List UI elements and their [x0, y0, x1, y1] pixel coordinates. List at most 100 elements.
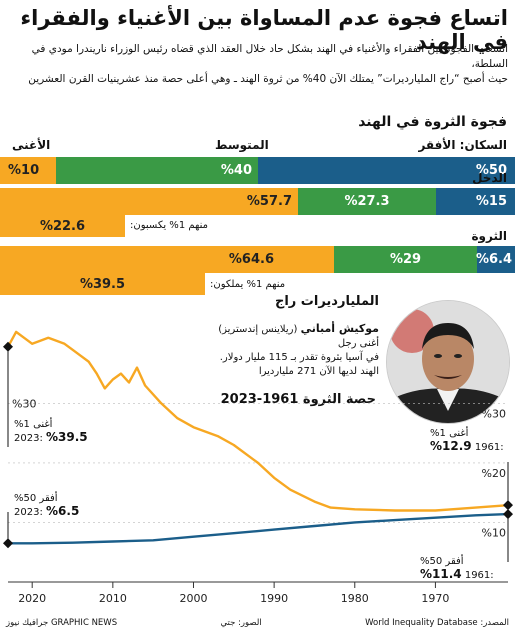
- annotation-top1-2023-label: أغنى 1%: [14, 419, 53, 430]
- person-desc-1: (ريلاينس إندستريز) أغنى رجل: [218, 324, 379, 349]
- label-poorest: السكان: الأفقر: [418, 138, 507, 152]
- series-0-point-26: [55, 340, 58, 342]
- annotation-top1-1961: أغنى 1% %12.9 1961:: [430, 427, 504, 454]
- series-0-point-5: [329, 506, 332, 509]
- annotation-bottom50-2023-value-line: 2023: %6.5: [14, 505, 79, 519]
- series-0-point-19: [112, 378, 114, 381]
- x-tick-label-2: 2000: [179, 592, 207, 605]
- series-1-point-10: [112, 540, 114, 543]
- series-0-point-3: [394, 509, 396, 512]
- series-1-point-4: [353, 521, 356, 524]
- wealth-top1-note: منهم 1% يملكون:: [210, 279, 286, 290]
- series-0-point-21: [95, 372, 98, 375]
- population-middle-segment: %40: [56, 157, 258, 184]
- annotation-bottom50-1961-year: 1961:: [464, 570, 494, 581]
- footer-brand: GRAPHIC NEWS جرافيك نيوز: [6, 618, 118, 628]
- series-0-point-25: [63, 342, 66, 345]
- series-1-point-9: [152, 539, 154, 542]
- portrait-photo: [386, 300, 510, 424]
- income-richest-segment: %57.7: [0, 188, 298, 215]
- series-1-point-5: [313, 525, 316, 527]
- series-0-point-24: [71, 348, 74, 351]
- annotation-top1-2023-value-line: 2023: %39.5: [14, 431, 88, 445]
- intro-text: اتسعت الفجوة بين الفقراء والأغنياء في ال…: [6, 42, 508, 87]
- page-title: اتساع فجوة عدم المساواة بين الأغنياء وال…: [20, 6, 508, 54]
- person-block: موكيش أمباني (ريلاينس إندستريز) أغنى رجل…: [205, 322, 379, 379]
- raj-title: المليارديرات راج: [274, 294, 379, 309]
- x-tick-label-3: 1990: [260, 592, 288, 605]
- x-tick-label-0: 2020: [18, 592, 46, 605]
- series-1-point-11: [71, 541, 74, 544]
- series-0-point-17: [128, 381, 130, 384]
- annotation-top1-2023-year: 2023:: [14, 433, 43, 444]
- series-0-point-22: [87, 360, 90, 363]
- series-0-point-14: [160, 402, 163, 405]
- y-tick-label-right-0: %10: [482, 526, 506, 539]
- annotation-top1-1961-label: أغنى 1%: [430, 428, 469, 439]
- footer-photo-credit: الصور: جتي: [220, 618, 262, 628]
- annotation-top1-1961-value-line: %12.9 1961:: [430, 440, 504, 454]
- income-poorest-segment: %15: [436, 188, 515, 215]
- y-tick-label-right-1: %20: [482, 467, 506, 480]
- series-0-point-15: [144, 384, 146, 387]
- annotation-top1-2023-value: %39.5: [46, 430, 88, 444]
- person-name: موكيش أمباني: [300, 322, 379, 335]
- series-0-point-12: [192, 426, 195, 428]
- series-0-point-11: [216, 435, 219, 437]
- series-0-point-20: [103, 387, 106, 390]
- annotation-bottom50-1961-value-line: %11.4 1961:: [420, 568, 494, 582]
- wealth-top1-segment: %39.5: [0, 273, 205, 295]
- y-tick-label-right-2: %30: [482, 407, 506, 420]
- x-tick-label-5: 1970: [421, 592, 449, 605]
- annotation-bottom50-2023-value: %6.5: [46, 504, 80, 518]
- series-0-point-29: [31, 342, 33, 345]
- income-middle-segment: %27.3: [298, 188, 436, 215]
- series-0-point-27: [47, 337, 50, 339]
- series-0-point-16: [136, 366, 138, 369]
- series-line-1: [8, 512, 509, 545]
- wealth-label: الثروة: [471, 229, 507, 243]
- series-0-point-8: [273, 476, 275, 479]
- wealth-gap-title: فجوة الثروة في الهند: [358, 114, 507, 130]
- annotation-bottom50-2023: أفقر 50% 2023: %6.5: [14, 492, 79, 519]
- series-0-point-31: [15, 331, 17, 333]
- annotation-bottom50-2023-year: 2023:: [14, 507, 43, 518]
- person-desc-2: في آسيا بثروة تقدر بـ 115 مليار دولار.: [219, 352, 379, 363]
- series-0-point-23: [79, 354, 82, 357]
- series-0-point-18: [120, 372, 122, 375]
- income-top1-segment: %22.6: [0, 215, 125, 237]
- series-1-point-1: [474, 514, 477, 517]
- annotation-top1-1961-value: %12.9: [430, 439, 472, 453]
- footer: المصدر: World Inequality Database الصور:…: [6, 618, 509, 628]
- series-0-point-13: [176, 417, 179, 420]
- series-0-point-1: [474, 506, 477, 509]
- wealth-share-line-chart: 2020 2010 2000 1990 1980 1970 %10 %20 %30 %30: [3, 330, 513, 605]
- annotation-bottom50-1961-label: أفقر 50%: [420, 556, 464, 567]
- intro-line-1: اتسعت الفجوة بين الفقراء والأغنياء في ال…: [31, 43, 508, 70]
- intro-line-2: حيث أصبح “راج المليارديرات” يمتلك الآن 4…: [28, 73, 508, 85]
- income-top1-note: منهم 1% يكسبون:: [130, 220, 209, 231]
- series-0-point-4: [353, 508, 356, 511]
- series-0-point-10: [233, 444, 235, 446]
- x-tick-label-1: 2010: [99, 592, 127, 605]
- person-line-1: موكيش أمباني (ريلاينس إندستريز) أغنى رجل: [205, 322, 379, 351]
- person-desc-3: الهند لديها الآن 271 مليارديرا: [258, 366, 379, 377]
- series-0-point-9: [257, 462, 259, 464]
- label-richest: الأغنى: [12, 138, 51, 152]
- population-poorest-segment: %50: [258, 157, 515, 184]
- series-0-point-7: [289, 488, 292, 491]
- label-middle: المتوسط: [215, 138, 269, 152]
- series-1-point-6: [273, 528, 275, 531]
- footer-source: المصدر: World Inequality Database: [365, 618, 509, 628]
- y-tick-label-left-30: %30: [12, 397, 36, 410]
- annotation-top1-1961-year: 1961:: [474, 442, 504, 453]
- annotation-bottom50-1961-value: %11.4: [420, 567, 462, 581]
- annotation-bottom50-2023-label: أفقر 50%: [14, 493, 58, 504]
- x-tick-label-4: 1980: [341, 592, 369, 605]
- series-1-point-12: [31, 542, 33, 545]
- series-1-point-8: [192, 535, 195, 538]
- population-richest-segment: %10: [0, 157, 56, 184]
- income-label: الدخل: [472, 171, 507, 185]
- wealth-poorest-segment: %6.4: [476, 246, 515, 273]
- wealth-middle-segment: %29: [334, 246, 477, 273]
